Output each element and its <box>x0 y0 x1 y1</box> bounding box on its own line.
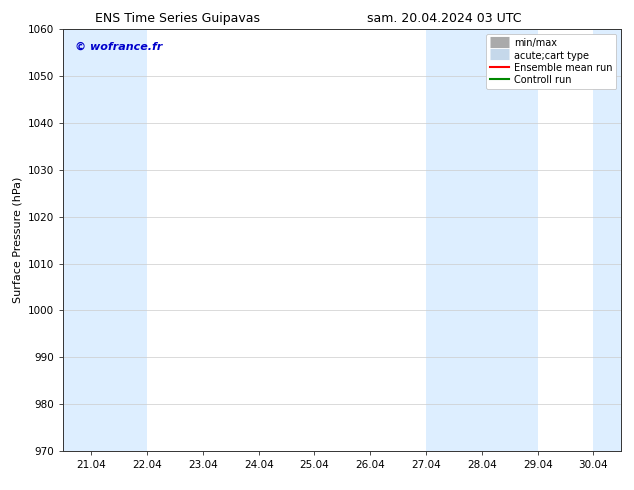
Legend: min/max, acute;cart type, Ensemble mean run, Controll run: min/max, acute;cart type, Ensemble mean … <box>486 34 616 89</box>
Text: sam. 20.04.2024 03 UTC: sam. 20.04.2024 03 UTC <box>366 12 521 25</box>
Bar <box>593 29 621 451</box>
Bar <box>426 29 538 451</box>
Y-axis label: Surface Pressure (hPa): Surface Pressure (hPa) <box>13 177 23 303</box>
Bar <box>63 29 147 451</box>
Text: © wofrance.fr: © wofrance.fr <box>75 42 162 52</box>
Text: ENS Time Series Guipavas: ENS Time Series Guipavas <box>95 12 260 25</box>
